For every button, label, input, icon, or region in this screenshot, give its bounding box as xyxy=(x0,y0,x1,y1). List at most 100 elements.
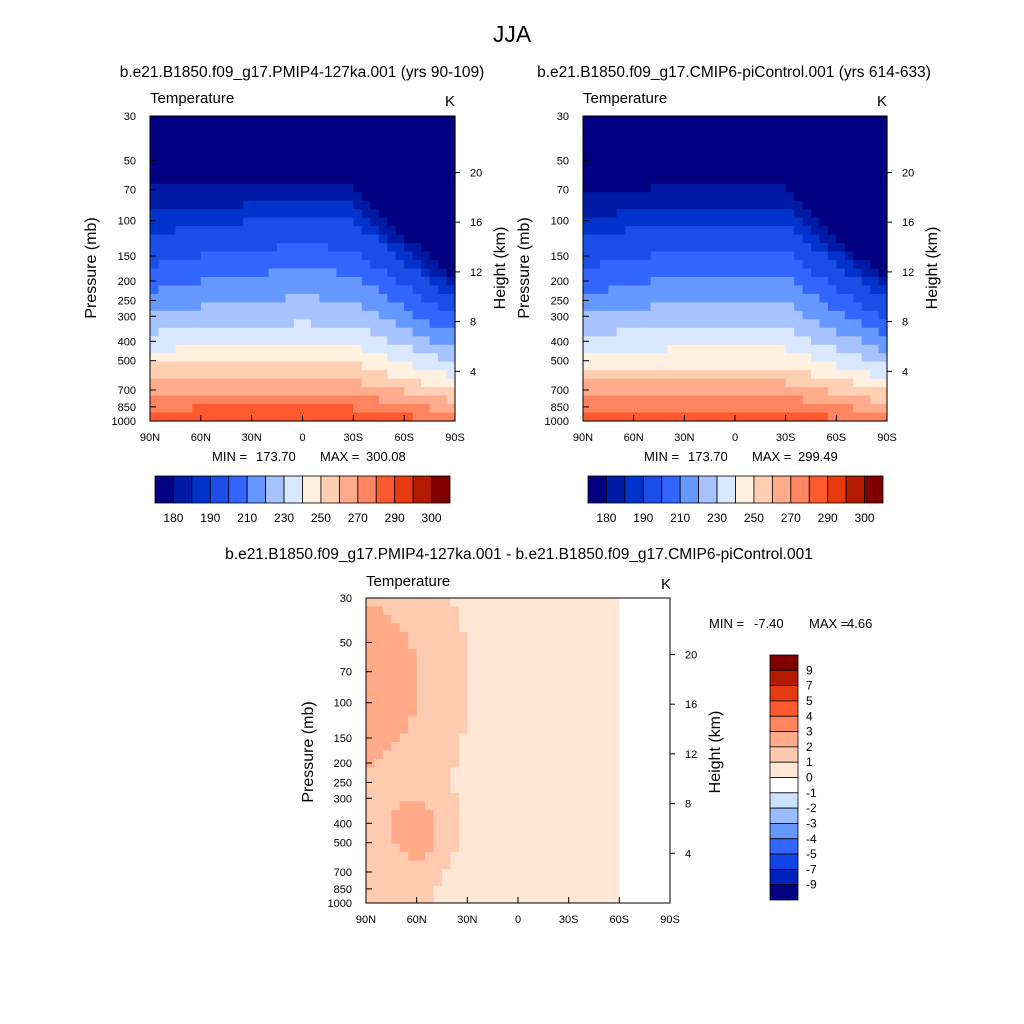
contour-cell xyxy=(642,310,652,320)
contour-cell xyxy=(366,835,376,845)
contour-cell xyxy=(446,158,456,168)
contour-cell xyxy=(625,200,635,210)
contour-cell xyxy=(391,843,401,853)
contour-cell xyxy=(777,293,787,303)
contour-cell xyxy=(785,395,795,405)
contour-cell xyxy=(404,260,414,270)
contour-cell xyxy=(827,404,837,414)
contour-cell xyxy=(374,767,384,777)
contour-cell xyxy=(853,183,863,193)
contour-cell xyxy=(591,387,601,397)
contour-cell xyxy=(616,344,626,354)
contour-cell xyxy=(650,404,660,414)
contour-cell xyxy=(492,877,502,887)
contour-cell xyxy=(760,209,770,219)
colorbar-label: 7 xyxy=(806,679,813,693)
contour-cell xyxy=(627,699,637,709)
contour-cell xyxy=(543,691,553,701)
contour-cell xyxy=(433,598,443,608)
contour-cell xyxy=(158,404,168,414)
contour-cell xyxy=(583,209,593,219)
contour-cell xyxy=(599,166,609,176)
contour-cell xyxy=(636,758,646,769)
contour-cell xyxy=(327,192,337,202)
contour-cell xyxy=(285,166,295,176)
contour-cell xyxy=(158,276,168,287)
contour-cell xyxy=(534,852,544,862)
contour-cell xyxy=(226,158,236,168)
contour-cell xyxy=(827,226,837,236)
contour-cell xyxy=(387,404,397,414)
contour-cell xyxy=(150,327,160,337)
contour-cell xyxy=(458,750,468,760)
contour-cell xyxy=(709,124,719,134)
contour-cell xyxy=(391,623,401,633)
contour-cell xyxy=(310,217,321,227)
contour-cell xyxy=(458,886,468,896)
contour-cell xyxy=(302,234,312,244)
contour-cell xyxy=(610,742,620,752)
contour-cell xyxy=(661,886,671,896)
contour-cell xyxy=(209,268,219,278)
contour-cell xyxy=(370,149,380,159)
contour-cell xyxy=(209,116,219,126)
contour-cell xyxy=(625,209,635,219)
contour-cell xyxy=(509,598,519,608)
contour-cell xyxy=(861,217,871,227)
contour-cell xyxy=(802,302,812,312)
contour-cell xyxy=(509,699,519,709)
contour-cell xyxy=(183,353,193,363)
contour-cell xyxy=(543,708,553,718)
contour-cell xyxy=(518,801,528,811)
contour-cell xyxy=(467,750,477,760)
contour-cell xyxy=(217,319,227,329)
colorbar-label: 190 xyxy=(200,511,220,525)
contour-cell xyxy=(404,361,414,371)
contour-cell xyxy=(438,353,448,363)
contour-cell xyxy=(458,665,468,675)
contour-cell xyxy=(310,183,321,193)
contour-cell xyxy=(644,818,654,828)
contour-cell xyxy=(277,158,287,168)
contour-cell xyxy=(450,623,460,633)
contour-cell xyxy=(251,209,261,219)
contour-cell xyxy=(709,132,719,143)
contour-cell xyxy=(785,336,795,346)
contour-cell xyxy=(433,886,443,896)
contour-cell xyxy=(718,319,728,329)
contour-cell xyxy=(878,149,888,159)
contour-cell xyxy=(374,775,384,785)
contour-cell xyxy=(433,614,443,625)
contour-cell xyxy=(150,124,160,134)
contour-cell xyxy=(802,387,812,397)
contour-cell xyxy=(653,818,663,828)
contour-cell xyxy=(794,310,804,320)
contour-cell xyxy=(718,175,728,185)
contour-cell xyxy=(429,293,439,303)
contour-cell xyxy=(467,767,477,777)
contour-cell xyxy=(709,293,719,303)
contour-cell xyxy=(659,404,669,414)
contour-cell xyxy=(661,682,671,692)
contour-cell xyxy=(217,336,227,346)
contour-cell xyxy=(285,209,295,219)
contour-cell xyxy=(743,251,753,261)
contour-cell xyxy=(644,614,654,625)
contour-cell xyxy=(310,251,321,261)
contour-cell xyxy=(642,336,652,346)
contour-cell xyxy=(450,631,460,641)
contour-cell xyxy=(661,623,671,633)
contour-cell xyxy=(518,648,528,658)
contour-cell xyxy=(642,166,652,176)
contour-cell xyxy=(583,327,593,337)
contour-cell xyxy=(751,141,761,151)
contour-cell xyxy=(475,716,485,726)
contour-cell xyxy=(226,124,236,134)
contour-cell xyxy=(268,124,278,134)
contour-cell xyxy=(310,353,321,363)
contour-cell xyxy=(625,217,635,227)
contour-cell xyxy=(743,158,753,168)
contour-cell xyxy=(534,623,544,633)
contour-cell xyxy=(509,716,519,726)
contour-cell xyxy=(583,243,593,253)
